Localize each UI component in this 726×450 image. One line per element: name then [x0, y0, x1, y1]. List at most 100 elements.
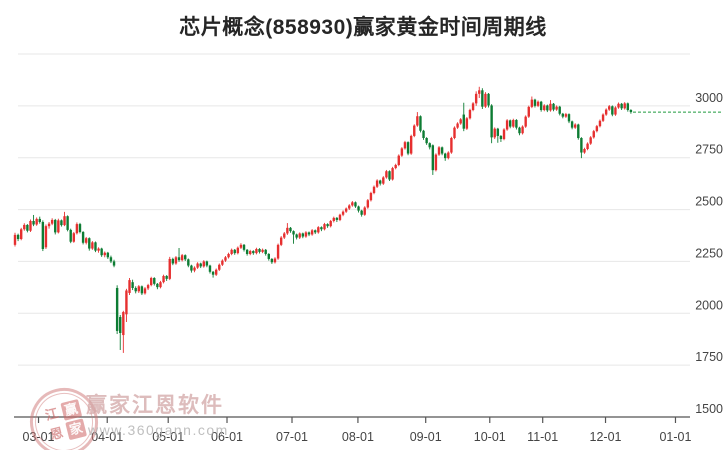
x-axis-label: 04-01 — [91, 430, 123, 444]
candle-body — [604, 109, 608, 115]
candle-body — [502, 129, 506, 140]
candle-body — [447, 152, 450, 159]
candle-body — [270, 258, 274, 263]
candle-body — [598, 120, 602, 127]
candle-body — [369, 192, 373, 201]
candle-body — [375, 180, 379, 187]
x-axis-label: 12-01 — [590, 430, 622, 444]
candle-body — [456, 123, 459, 128]
candle-body — [348, 205, 351, 209]
candle-body — [561, 113, 565, 117]
candle-body — [137, 286, 140, 292]
candle-body — [224, 257, 227, 261]
candle-body — [177, 257, 181, 261]
candle-body — [453, 127, 456, 139]
candle-body — [47, 223, 51, 227]
candle-body — [255, 248, 258, 254]
candle-body — [595, 126, 599, 132]
candle-body — [617, 103, 620, 108]
candle-body — [406, 142, 410, 154]
candle-body — [366, 200, 370, 208]
candle-body — [97, 248, 100, 251]
candle-body — [536, 101, 540, 106]
candle-body — [354, 202, 357, 207]
candle-body — [218, 264, 221, 270]
candle-body — [592, 131, 595, 138]
candle-body — [391, 168, 394, 180]
candle-body — [184, 255, 187, 260]
candle-body — [471, 103, 475, 111]
candle-body — [84, 238, 88, 243]
candle-body — [81, 231, 85, 243]
candle-body — [115, 287, 119, 331]
candle-body — [363, 207, 366, 215]
candle-body — [357, 206, 360, 211]
y-axis-label: 2250 — [695, 246, 723, 260]
chart-title: 芯片概念(858930)赢家黄金时间周期线 — [179, 16, 547, 39]
candle-body — [199, 263, 202, 267]
candle-body — [515, 119, 518, 128]
candle-body — [128, 280, 131, 293]
candle-body — [63, 216, 66, 226]
candle-body — [351, 202, 354, 206]
candle-body — [589, 137, 592, 144]
candle-body — [273, 258, 277, 263]
candle-body — [103, 252, 106, 256]
candle-body — [505, 120, 509, 130]
candle-body — [264, 249, 267, 254]
candle-body — [496, 128, 500, 136]
candle-body — [180, 255, 184, 261]
candle-body — [221, 260, 224, 265]
candle-body — [214, 269, 218, 275]
candle-body — [620, 103, 623, 109]
candle-body — [314, 230, 317, 233]
candle-body — [400, 148, 404, 156]
candle-body — [422, 130, 425, 139]
candle-body — [564, 114, 568, 117]
candle-body — [623, 103, 626, 109]
x-axis-label: 06-01 — [211, 430, 243, 444]
candle-body — [153, 278, 156, 284]
candle-body — [608, 106, 611, 110]
candle-body — [558, 106, 561, 114]
candle-body — [106, 252, 110, 258]
candle-body — [140, 286, 144, 294]
candle-body — [335, 217, 339, 220]
candle-body — [509, 120, 512, 127]
x-axis-label: 01-01 — [659, 430, 691, 444]
candle-body — [583, 149, 586, 153]
candle-body — [428, 143, 431, 148]
candle-body — [16, 234, 20, 240]
candle-body — [298, 233, 301, 238]
candle-body — [134, 287, 137, 292]
candle-body — [320, 227, 323, 230]
candle-body — [26, 224, 29, 231]
candle-body — [518, 127, 521, 134]
candle-body — [171, 258, 175, 264]
x-axis-label: 09-01 — [410, 430, 442, 444]
candle-body — [168, 258, 171, 279]
candle-body — [44, 226, 48, 248]
candle-body — [230, 249, 233, 254]
candle-body — [530, 99, 534, 107]
candle-body — [444, 153, 447, 159]
candle-body — [549, 103, 552, 111]
candle-body — [279, 237, 283, 245]
x-axis-label: 08-01 — [342, 430, 374, 444]
candle-body — [32, 220, 35, 225]
candle-body — [385, 171, 388, 178]
candle-body — [261, 249, 264, 252]
x-axis-label: 10-01 — [474, 430, 506, 444]
candle-body — [397, 155, 400, 165]
y-axis-label: 2750 — [695, 143, 723, 157]
candle-body — [332, 217, 335, 221]
candle-body — [487, 93, 490, 106]
candle-body — [493, 128, 496, 138]
candle-body — [431, 145, 435, 171]
candle-body — [543, 105, 546, 111]
candle-body — [484, 93, 487, 107]
candle-body — [50, 219, 54, 224]
candle-body — [481, 90, 484, 107]
candle-body — [41, 222, 45, 249]
candle-body — [338, 214, 342, 220]
